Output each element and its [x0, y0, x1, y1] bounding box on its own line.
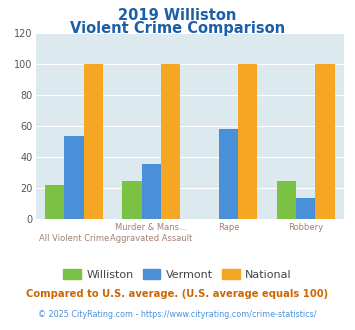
Bar	[277, 181, 296, 219]
Bar	[84, 64, 103, 219]
Bar	[296, 198, 315, 219]
Bar	[142, 164, 161, 219]
Text: © 2025 CityRating.com - https://www.cityrating.com/crime-statistics/: © 2025 CityRating.com - https://www.city…	[38, 310, 317, 319]
Bar	[65, 136, 84, 219]
Bar	[161, 64, 180, 219]
Bar	[122, 181, 142, 219]
Text: Aggravated Assault: Aggravated Assault	[110, 234, 192, 243]
Bar	[315, 64, 335, 219]
Bar	[219, 129, 238, 219]
Text: All Violent Crime: All Violent Crime	[39, 234, 109, 243]
Bar	[45, 185, 65, 219]
Bar	[238, 64, 257, 219]
Text: Murder & Mans...: Murder & Mans...	[115, 223, 187, 232]
Text: Compared to U.S. average. (U.S. average equals 100): Compared to U.S. average. (U.S. average …	[26, 289, 329, 299]
Text: Rape: Rape	[218, 223, 239, 232]
Text: Violent Crime Comparison: Violent Crime Comparison	[70, 21, 285, 36]
Text: 2019 Williston: 2019 Williston	[118, 8, 237, 23]
Text: Robbery: Robbery	[288, 223, 323, 232]
Legend: Williston, Vermont, National: Williston, Vermont, National	[59, 265, 296, 284]
